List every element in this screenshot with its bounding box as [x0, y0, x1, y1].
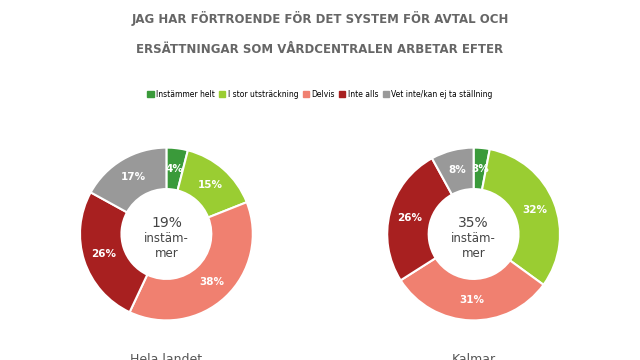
Text: 26%: 26%	[92, 249, 116, 259]
Text: Hela landet: Hela landet	[131, 353, 202, 360]
Text: 3%: 3%	[471, 164, 489, 174]
Wedge shape	[432, 148, 474, 195]
Text: 8%: 8%	[449, 165, 466, 175]
Text: instäm-: instäm-	[451, 232, 496, 245]
Wedge shape	[401, 258, 543, 320]
Text: 4%: 4%	[166, 164, 184, 174]
Text: 26%: 26%	[397, 213, 422, 223]
Text: 19%: 19%	[151, 216, 182, 230]
Text: 38%: 38%	[199, 277, 224, 287]
Text: 31%: 31%	[459, 294, 484, 305]
Text: instäm-: instäm-	[144, 232, 189, 245]
Text: 32%: 32%	[522, 205, 547, 215]
Text: mer: mer	[154, 247, 179, 260]
Wedge shape	[166, 148, 188, 190]
Text: 17%: 17%	[120, 172, 145, 183]
Text: ERSÄTTNINGAR SOM VÅRDCENTRALEN ARBETAR EFTER: ERSÄTTNINGAR SOM VÅRDCENTRALEN ARBETAR E…	[136, 43, 504, 56]
Text: 15%: 15%	[197, 180, 222, 190]
Legend: Instämmer helt, I stor utsträckning, Delvis, Inte alls, Vet inte/kan ej ta ställ: Instämmer helt, I stor utsträckning, Del…	[145, 87, 495, 102]
Wedge shape	[474, 148, 490, 190]
Text: JAG HAR FÖRTROENDE FÖR DET SYSTEM FÖR AVTAL OCH: JAG HAR FÖRTROENDE FÖR DET SYSTEM FÖR AV…	[131, 11, 509, 26]
Wedge shape	[482, 149, 560, 285]
Text: Kalmar: Kalmar	[452, 353, 495, 360]
Text: 35%: 35%	[458, 216, 489, 230]
Wedge shape	[387, 158, 452, 280]
Wedge shape	[80, 192, 147, 312]
Text: mer: mer	[461, 247, 486, 260]
Wedge shape	[130, 202, 253, 320]
Wedge shape	[91, 148, 166, 212]
Wedge shape	[177, 150, 247, 217]
